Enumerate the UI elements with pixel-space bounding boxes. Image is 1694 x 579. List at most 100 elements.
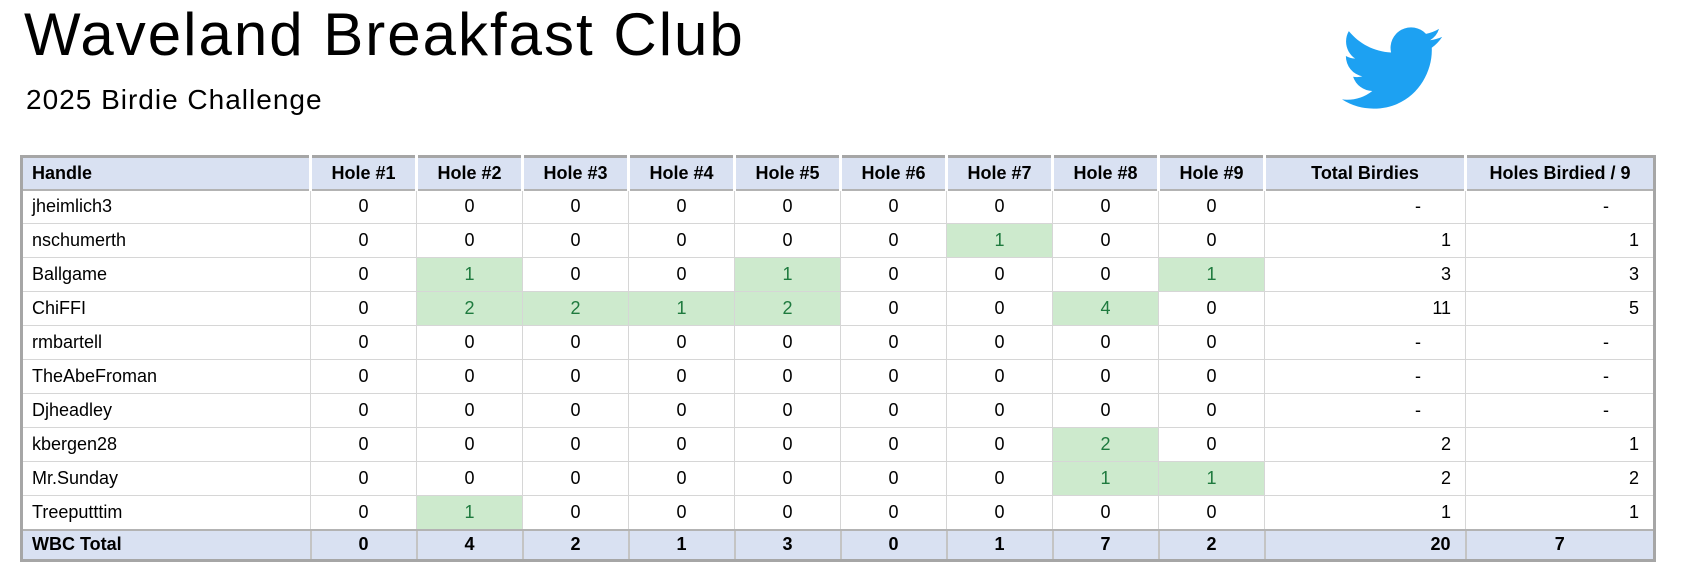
hole-4-cell: 0: [628, 189, 735, 224]
hole-3-cell: 0: [522, 189, 629, 224]
hole-1-cell: 0: [310, 257, 417, 292]
hole-1-cell: 0: [310, 495, 417, 530]
player-row-treeputttim: Treeputttim 0 1 0 0 0 0 0 0 0 1 1: [21, 495, 1655, 530]
total-birdies-cell: 1: [1264, 495, 1466, 530]
hole-4-cell: 0: [628, 393, 735, 428]
hole-8-cell: 2: [1052, 427, 1159, 462]
hole-9-cell: 0: [1158, 427, 1265, 462]
total-birdies-cell: -: [1264, 393, 1466, 428]
holes-birdied-cell: 1: [1465, 495, 1655, 530]
hole-4-cell: 0: [628, 427, 735, 462]
hole-4-cell: 0: [628, 495, 735, 530]
holes-birdied-cell: 5: [1465, 291, 1655, 326]
hole-6-cell: 0: [840, 291, 947, 326]
hole-1-cell: 0: [310, 359, 417, 394]
column-header-hole-7: Hole #7: [945, 156, 1053, 191]
total-hole-4-cell: 1: [627, 528, 735, 561]
hole-7-cell: 0: [946, 461, 1053, 496]
total-hole-1-cell: 0: [309, 528, 417, 561]
hole-5-cell: 0: [734, 359, 841, 394]
total-birdies-cell: 2: [1264, 461, 1466, 496]
hole-3-cell: 0: [522, 393, 629, 428]
hole-2-cell: 1: [416, 495, 523, 530]
hole-1-cell: 0: [310, 223, 417, 258]
total-hole-3-cell: 2: [521, 528, 629, 561]
hole-2-cell: 0: [416, 359, 523, 394]
total-birdies-cell: -: [1264, 189, 1466, 224]
hole-5-cell: 1: [734, 257, 841, 292]
hole-9-cell: 0: [1158, 189, 1265, 224]
hole-9-cell: 1: [1158, 257, 1265, 292]
twitter-bird-icon: [1333, 18, 1451, 118]
hole-9-cell: 0: [1158, 495, 1265, 530]
hole-9-cell: 0: [1158, 223, 1265, 258]
hole-6-cell: 0: [840, 257, 947, 292]
player-row-theabefroman: TheAbeFroman 0 0 0 0 0 0 0 0 0- -: [21, 359, 1655, 394]
holes-birdied-cell: 3: [1465, 257, 1655, 292]
hole-8-cell: 0: [1052, 223, 1159, 258]
player-row-kbergen28: kbergen28 0 0 0 0 0 0 0 2 0 2 1: [21, 427, 1655, 462]
handle-cell: TheAbeFroman: [21, 359, 311, 394]
total-hole-6-cell: 0: [839, 528, 947, 561]
hole-6-cell: 0: [840, 223, 947, 258]
holes-birdied-cell: -: [1465, 393, 1655, 428]
total-birdies-cell: 11: [1264, 291, 1466, 326]
total-hole-8-cell: 7: [1051, 528, 1159, 561]
total-birdies-cell: 3: [1264, 257, 1466, 292]
hole-2-cell: 0: [416, 189, 523, 224]
total-hole-7-cell: 1: [945, 528, 1053, 561]
column-header-holes-birdied-9: Holes Birdied / 9: [1464, 156, 1655, 191]
hole-2-cell: 0: [416, 427, 523, 462]
handle-cell: Djheadley: [21, 393, 311, 428]
hole-7-cell: 0: [946, 291, 1053, 326]
hole-4-cell: 0: [628, 257, 735, 292]
total-birdies-sum-cell: 20: [1263, 528, 1466, 561]
hole-5-cell: 0: [734, 427, 841, 462]
hole-1-cell: 0: [310, 189, 417, 224]
hole-5-cell: 0: [734, 325, 841, 360]
column-header-hole-4: Hole #4: [627, 156, 735, 191]
hole-1-cell: 0: [310, 427, 417, 462]
holes-birdied-cell: 1: [1465, 223, 1655, 258]
total-row: WBC Total 0 4 2 1 3 0 1 7 2 20 7: [21, 528, 1655, 561]
total-hole-9-cell: 2: [1157, 528, 1265, 561]
player-row-mr-sunday: Mr.Sunday 0 0 0 0 0 0 0 1 1 2 2: [21, 461, 1655, 496]
hole-7-cell: 0: [946, 257, 1053, 292]
hole-8-cell: 1: [1052, 461, 1159, 496]
holes-birdied-cell: 2: [1465, 461, 1655, 496]
hole-7-cell: 0: [946, 325, 1053, 360]
hole-9-cell: 0: [1158, 325, 1265, 360]
total-row-label: WBC Total: [21, 528, 311, 561]
hole-4-cell: 1: [628, 291, 735, 326]
holes-birdied-sum-cell: 7: [1464, 528, 1655, 561]
hole-3-cell: 0: [522, 359, 629, 394]
holes-birdied-cell: -: [1465, 325, 1655, 360]
hole-8-cell: 0: [1052, 189, 1159, 224]
page-subtitle: 2025 Birdie Challenge: [26, 84, 323, 115]
hole-3-cell: 2: [522, 291, 629, 326]
total-birdies-cell: 2: [1264, 427, 1466, 462]
hole-2-cell: 0: [416, 325, 523, 360]
hole-2-cell: 0: [416, 393, 523, 428]
hole-2-cell: 0: [416, 223, 523, 258]
column-header-hole-8: Hole #8: [1051, 156, 1159, 191]
player-row-jheimlich3: jheimlich3 0 0 0 0 0 0 0 0 0- -: [21, 189, 1655, 224]
holes-birdied-cell: -: [1465, 189, 1655, 224]
hole-8-cell: 0: [1052, 325, 1159, 360]
hole-2-cell: 2: [416, 291, 523, 326]
hole-6-cell: 0: [840, 325, 947, 360]
hole-1-cell: 0: [310, 291, 417, 326]
hole-9-cell: 0: [1158, 291, 1265, 326]
table-header: Handle Hole #1 Hole #2 Hole #3 Hole #4 Hole #…: [21, 156, 1655, 191]
hole-7-cell: 0: [946, 427, 1053, 462]
hole-4-cell: 0: [628, 223, 735, 258]
column-header-hole-6: Hole #6: [839, 156, 947, 191]
header-row: Handle Hole #1 Hole #2 Hole #3 Hole #4 Hole #…: [21, 156, 1655, 191]
handle-cell: Ballgame: [21, 257, 311, 292]
hole-6-cell: 0: [840, 393, 947, 428]
handle-cell: Mr.Sunday: [21, 461, 311, 496]
hole-9-cell: 0: [1158, 359, 1265, 394]
hole-8-cell: 4: [1052, 291, 1159, 326]
hole-9-cell: 0: [1158, 393, 1265, 428]
total-hole-2-cell: 4: [415, 528, 523, 561]
